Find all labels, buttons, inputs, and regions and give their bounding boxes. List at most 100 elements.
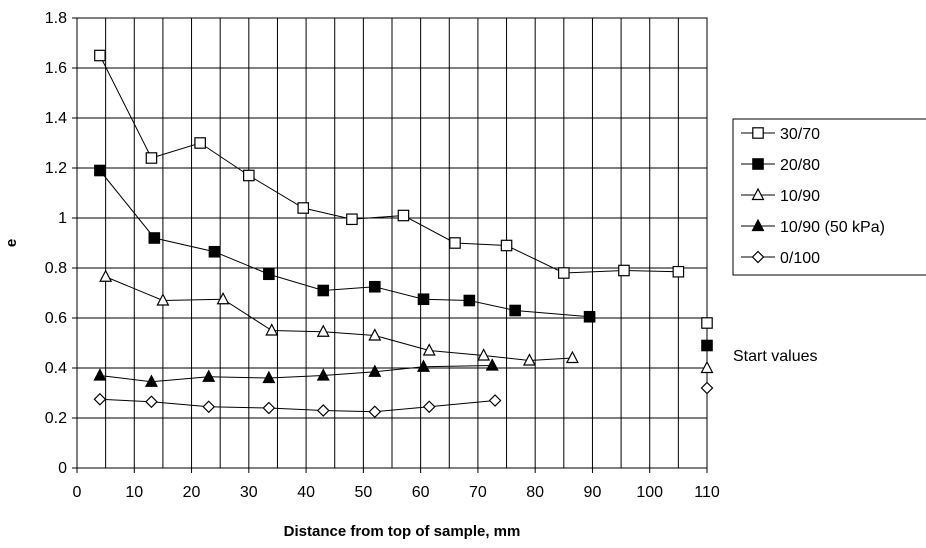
data-point <box>422 400 436 414</box>
data-point <box>485 358 499 371</box>
y-tick-label: 0.4 <box>45 360 67 377</box>
data-point <box>583 310 596 323</box>
x-tick-label: 10 <box>125 484 143 501</box>
data-point <box>265 323 279 336</box>
data-point <box>145 152 158 164</box>
data-point <box>243 169 255 182</box>
x-axis-title: Distance from top of sample, mm <box>284 523 521 540</box>
data-point <box>93 392 107 406</box>
legend: 30/70 20/80 10/90 10/90 (50 kPa) 0/100 <box>732 118 926 276</box>
data-point <box>94 164 106 177</box>
legend-marker <box>752 158 764 170</box>
data-point <box>263 268 275 281</box>
series-layer <box>93 49 714 419</box>
data-point <box>397 209 410 222</box>
y-tick-label: 0.2 <box>45 410 67 427</box>
series-line <box>99 365 493 383</box>
data-point <box>144 374 158 387</box>
start-values-annotation: Start values <box>733 348 817 365</box>
series-line <box>105 276 573 362</box>
y-tick-label: 1.6 <box>45 60 67 77</box>
series-line <box>99 55 679 274</box>
legend-label: 20/80 <box>780 157 820 174</box>
y-tick-label: 0.6 <box>45 310 67 327</box>
series-3 <box>93 358 499 387</box>
data-point <box>449 237 461 249</box>
data-point <box>202 369 216 382</box>
start-value-point <box>700 360 714 374</box>
y-tick-label: 1 <box>58 210 67 227</box>
data-point <box>422 343 436 356</box>
start-value-point <box>700 381 714 395</box>
series-0 <box>94 49 713 329</box>
data-point <box>94 49 106 62</box>
legend-label: 10/90 <box>780 188 820 205</box>
y-axis: 0 0.2 0.4 0.6 0.8 1 1.2 1.4 1.6 1.8 <box>45 10 77 477</box>
start-value-point <box>701 339 713 352</box>
data-point <box>93 368 107 381</box>
data-point <box>194 137 206 149</box>
data-point <box>509 304 521 317</box>
data-point <box>522 353 536 366</box>
x-tick-label: 50 <box>354 484 372 501</box>
legend-box <box>732 118 926 276</box>
data-point <box>417 359 430 372</box>
data-point <box>488 394 502 407</box>
x-tick-label: 80 <box>526 484 544 501</box>
data-point <box>346 213 358 226</box>
grid-lines <box>77 17 707 468</box>
data-point <box>262 401 276 415</box>
data-point <box>368 405 382 419</box>
x-axis: 0 10 20 30 40 50 60 70 80 90 100 110 <box>73 468 720 501</box>
data-point <box>216 291 230 305</box>
legend-label: 0/100 <box>780 250 820 267</box>
series-line <box>99 398 496 413</box>
x-tick-label: 20 <box>183 484 201 501</box>
legend-marker <box>751 250 765 264</box>
legend-marker <box>751 187 765 201</box>
y-tick-label: 0.8 <box>45 260 67 277</box>
legend-marker <box>751 218 765 232</box>
data-point <box>202 400 216 414</box>
data-point <box>672 265 685 278</box>
data-point <box>500 239 513 252</box>
x-tick-label: 100 <box>636 484 663 501</box>
data-point <box>297 202 310 214</box>
series-4 <box>93 381 714 419</box>
data-point <box>99 269 113 282</box>
data-point <box>316 368 330 381</box>
start-value-point <box>701 317 713 329</box>
x-tick-label: 30 <box>240 484 258 501</box>
data-point <box>208 245 221 258</box>
x-tick-label: 70 <box>469 484 487 501</box>
data-point <box>368 328 382 341</box>
legend-label: 30/70 <box>780 126 820 143</box>
series-2 <box>99 269 714 374</box>
data-point <box>316 404 330 417</box>
data-point <box>262 370 276 384</box>
y-tick-label: 1.8 <box>45 10 67 27</box>
data-point <box>145 395 158 409</box>
x-tick-label: 0 <box>73 484 82 501</box>
data-point <box>463 294 476 307</box>
data-point <box>316 324 330 337</box>
y-tick-label: 1.2 <box>45 160 67 177</box>
x-tick-label: 110 <box>694 484 720 501</box>
legend-label: 10/90 (50 kPa) <box>780 219 885 236</box>
series-1 <box>94 164 713 352</box>
data-point <box>369 280 381 293</box>
data-point <box>317 284 330 297</box>
y-axis-title: e <box>3 239 20 247</box>
x-tick-label: 40 <box>297 484 315 501</box>
plot-area-border <box>76 17 708 469</box>
data-point <box>368 364 382 377</box>
data-point <box>417 293 430 306</box>
plot-border <box>76 17 708 469</box>
y-tick-label: 0 <box>58 460 67 477</box>
x-tick-label: 60 <box>412 484 430 501</box>
data-point <box>618 264 630 277</box>
data-point <box>565 350 579 364</box>
legend-marker <box>752 127 764 139</box>
data-point <box>148 232 161 244</box>
data-point <box>156 293 170 306</box>
